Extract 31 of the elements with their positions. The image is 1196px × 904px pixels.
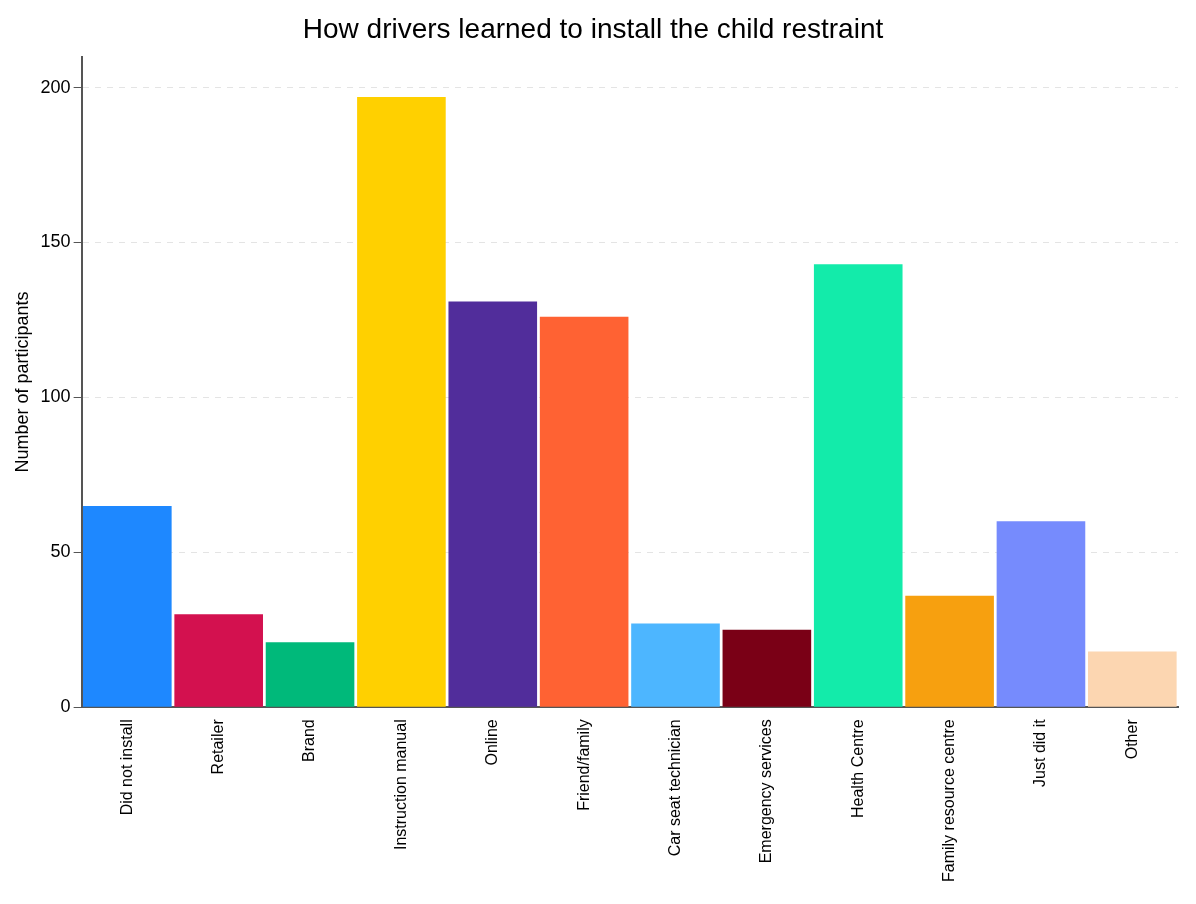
bar (357, 96, 446, 707)
x-tick-label: Family resource centre (940, 719, 957, 882)
chart-title: How drivers learned to install the child restraint (302, 12, 884, 44)
x-tick-label: Online (483, 719, 501, 766)
y-tick-label: 200 (40, 76, 71, 97)
bar (448, 301, 538, 707)
bar (83, 505, 172, 707)
x-tick-label: Did not install (117, 719, 135, 816)
x-tick-label: Retailer (209, 718, 227, 775)
bar (174, 614, 263, 707)
y-axis-title: Number of participants (11, 291, 32, 473)
bar (1088, 651, 1177, 707)
bar (996, 521, 1086, 707)
y-tick-label: 50 (50, 541, 71, 562)
bar (813, 264, 903, 707)
bar (905, 595, 994, 707)
x-tick-label: Friend/family (574, 719, 592, 811)
bar (722, 629, 812, 707)
bar (539, 316, 629, 707)
x-tick-label: Emergency services (757, 719, 775, 864)
x-tick-label: Car seat technician (665, 719, 683, 857)
x-tick-label: Brand (300, 719, 318, 762)
y-tick-label: 0 (60, 696, 71, 717)
x-tick-label: Just did it (1031, 718, 1049, 787)
x-tick-label: Instruction manual (391, 719, 409, 851)
bar (631, 623, 720, 707)
x-tick-label: Other (1122, 718, 1140, 760)
bar (265, 642, 355, 707)
y-tick-label: 150 (40, 231, 71, 252)
x-tick-label: Health Centre (848, 719, 866, 818)
y-tick-label: 100 (40, 386, 71, 407)
